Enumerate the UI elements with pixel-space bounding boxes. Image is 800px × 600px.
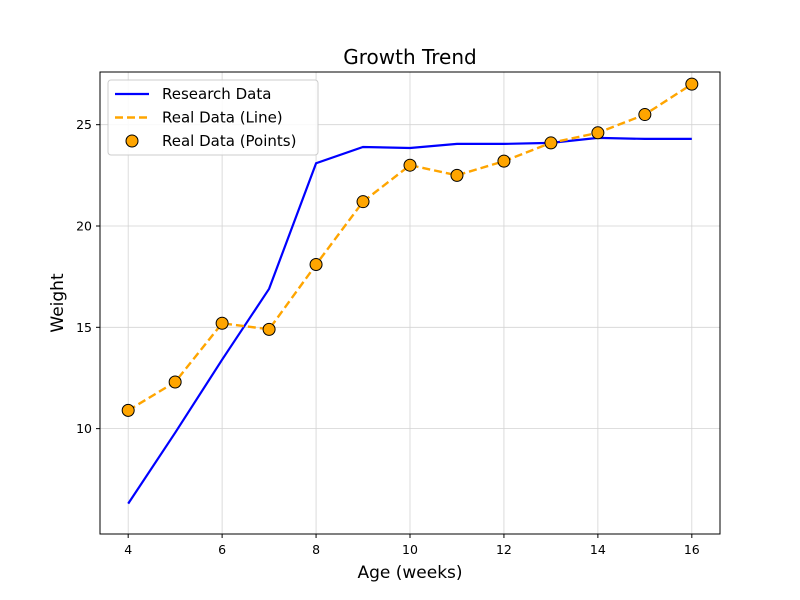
legend-label: Research Data [162,85,271,103]
y-tick-label: 25 [76,117,92,132]
chart-title: Growth Trend [343,45,477,69]
y-axis-label: Weight [48,273,68,333]
x-tick-label: 6 [218,542,226,557]
real-data-point [685,77,699,91]
x-tick-label: 12 [496,542,512,557]
series-layer [121,77,699,505]
y-tick-label: 15 [76,320,92,335]
y-tick-label: 10 [76,421,92,436]
y-tick-label: 20 [76,219,92,234]
legend: Research Data Real Data (Line) Real Data (… [107,79,319,156]
real-data-point [497,154,511,168]
real-data-point [309,258,323,271]
legend-label: Real Data (Points) [162,132,296,150]
real-data-point [403,158,417,172]
axis-ticks: 4 6 8 10 12 14 16 10 15 20 25 [76,117,700,557]
legend-label: Real Data (Line) [162,109,283,127]
real-data-point [544,136,558,150]
legend-swatch-real-points [125,134,139,148]
x-tick-label: 16 [684,542,700,557]
legend-box [107,79,319,156]
x-tick-label: 8 [312,542,320,557]
real-data-point [215,316,229,330]
real-data-point [591,126,605,140]
real-data-point [356,195,370,209]
x-tick-label: 4 [124,542,132,557]
real-data-point [121,403,135,417]
x-axis-label: Age (weeks) [357,563,462,583]
x-tick-label: 14 [590,542,606,557]
real-data-point [262,322,276,336]
real-data-point [168,375,182,389]
real-data-point [450,168,464,182]
real-data-point [638,108,652,122]
x-tick-label: 10 [402,542,418,557]
